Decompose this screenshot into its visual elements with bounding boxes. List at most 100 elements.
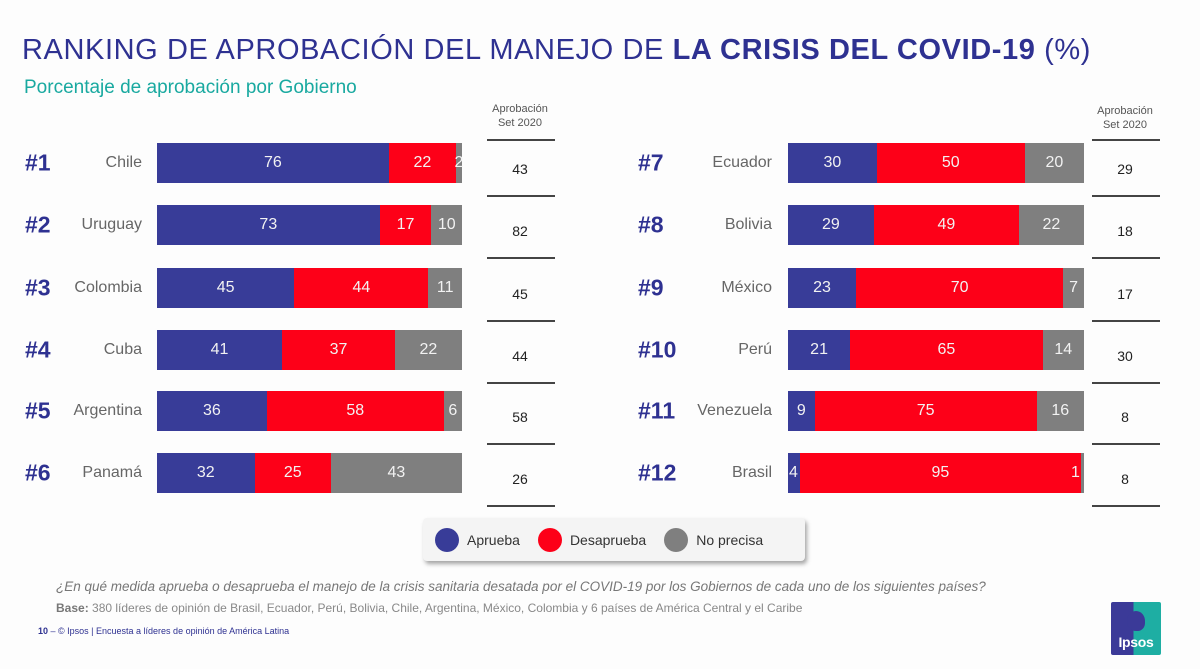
row-separator [1092, 195, 1160, 197]
ipsos-logo: Ipsos [1111, 602, 1161, 655]
bar-value-label: 23 [813, 279, 831, 296]
country-label: Chile [105, 154, 142, 171]
bar-segment-disapprove: 49 [873, 205, 1019, 245]
rank-label: #8 [638, 211, 664, 238]
column-header-right: Aprobación Set 2020 [1080, 104, 1170, 132]
row-separator [487, 382, 555, 384]
title-normal: RANKING DE APROBACIÓN DEL MANEJO DE [22, 34, 673, 66]
base-label: Base: [56, 601, 89, 615]
base-text: 380 líderes de opinión de Brasil, Ecuado… [88, 601, 803, 615]
bar-value-label: 6 [448, 402, 458, 419]
column-header-line2: Set 2020 [1102, 119, 1148, 131]
column-header-line1: Aprobación [1097, 105, 1153, 117]
stacked-bar: 32 25 43 [157, 453, 462, 493]
legend-item-unsure: No precisa [664, 527, 764, 552]
row-separator [1092, 443, 1160, 445]
bar-value-label: 37 [329, 341, 348, 358]
bar-segment-unsure: 20 [1024, 143, 1084, 183]
bar-value-label: 49 [937, 216, 956, 233]
rank-label: #1 [25, 149, 51, 176]
bar-value-label: 32 [196, 464, 215, 481]
approval-set-2020-value: 17 [1117, 286, 1133, 302]
bar-segment-approve: 30 [788, 143, 877, 183]
page-subtitle: Porcentaje de aprobación por Gobierno [24, 77, 357, 98]
approval-set-2020-value: 82 [512, 223, 528, 239]
bar-value-label: 7 [1069, 279, 1079, 296]
legend-dot-approve [435, 527, 459, 552]
bar-value-label: 75 [916, 402, 935, 419]
bar-segment-unsure: 7 [1063, 268, 1084, 308]
legend-item-approve: Aprueba [435, 527, 520, 552]
bar-value-label: 1 [1071, 464, 1080, 481]
legend-label: Desaprueba [569, 531, 647, 548]
bar-segment-disapprove: 25 [254, 453, 331, 493]
rank-label: #3 [25, 274, 51, 301]
footer: 10 – © Ipsos | Encuesta a líderes de opi… [38, 626, 289, 636]
country-label: Bolivia [724, 216, 772, 233]
row-separator [487, 443, 555, 445]
bar-value-label: 36 [203, 402, 221, 419]
bar-segment-disapprove: 58 [266, 391, 444, 431]
bar-segment-unsure: 22 [394, 330, 462, 370]
row-separator [1092, 382, 1160, 384]
approval-set-2020-value: 26 [512, 471, 528, 487]
bar-value-label: 2 [454, 154, 464, 171]
approval-set-2020-value: 29 [1117, 161, 1133, 177]
footer-text: © Ipsos | Encuesta a líderes de opinión … [58, 626, 290, 636]
row-separator [487, 505, 555, 507]
stacked-bar: 9 75 16 [788, 391, 1084, 431]
legend-dot-disapprove [537, 527, 562, 552]
bar-segment-approve: 73 [157, 205, 380, 245]
logo-text: Ipsos [1118, 634, 1154, 650]
approval-set-2020-value: 8 [1121, 409, 1129, 425]
bar-segment-approve: 36 [157, 391, 267, 431]
bar-segment-approve: 23 [788, 268, 857, 308]
bar-value-label: 44 [352, 279, 371, 296]
country-label: México [721, 279, 772, 296]
country-label: Venezuela [697, 402, 772, 419]
bar-value-label: 45 [216, 279, 235, 296]
bar-segment-disapprove: 17 [379, 205, 432, 245]
approval-set-2020-value: 43 [512, 161, 528, 177]
rank-label: #12 [638, 459, 677, 486]
bar-segment-disapprove: 65 [850, 330, 1043, 370]
rank-label: #6 [25, 459, 51, 486]
stacked-bar: 73 17 10 [157, 205, 462, 245]
bar-value-label: 58 [346, 402, 365, 419]
approval-set-2020-value: 8 [1121, 471, 1129, 487]
column-header-line1: Aprobación [492, 103, 548, 115]
stacked-bar: 36 58 6 [157, 391, 462, 431]
bar-value-label: 70 [950, 279, 969, 296]
rank-label: #4 [25, 336, 51, 363]
bar-value-label: 21 [810, 341, 828, 358]
row-separator [1092, 505, 1160, 507]
bar-value-label: 25 [283, 464, 302, 481]
country-label: Argentina [73, 402, 143, 419]
bar-value-label: 10 [437, 216, 456, 233]
stacked-bar: 30 50 20 [788, 143, 1084, 183]
country-label: Perú [738, 341, 772, 358]
bar-segment-unsure: 22 [1018, 205, 1084, 245]
survey-base: Base: 380 líderes de opinión de Brasil, … [56, 601, 802, 615]
bar-segment-approve: 29 [788, 205, 874, 245]
bar-value-label: 76 [264, 154, 282, 171]
row-separator [1092, 257, 1160, 259]
bar-segment-disapprove: 70 [856, 268, 1064, 308]
bar-value-label: 29 [822, 216, 840, 233]
approval-set-2020-value: 45 [512, 286, 528, 302]
stacked-bar: 45 44 11 [157, 268, 462, 308]
rank-label: #10 [638, 336, 677, 363]
bar-segment-unsure: 2 [454, 143, 464, 183]
bar-segment-unsure: 14 [1042, 330, 1084, 370]
bar-value-label: 50 [941, 154, 960, 171]
bar-value-label: 16 [1051, 402, 1070, 419]
country-label: Colombia [74, 279, 142, 296]
rank-label: #5 [25, 397, 51, 424]
bar-value-label: 30 [823, 154, 842, 171]
footer-separator: – [48, 626, 59, 636]
approval-set-2020-value: 58 [512, 409, 528, 425]
bar-segment-unsure: 10 [431, 205, 462, 245]
bar-value-label: 22 [413, 154, 432, 171]
bar-segment-unsure: 6 [443, 391, 462, 431]
legend-label: No precisa [696, 531, 764, 548]
